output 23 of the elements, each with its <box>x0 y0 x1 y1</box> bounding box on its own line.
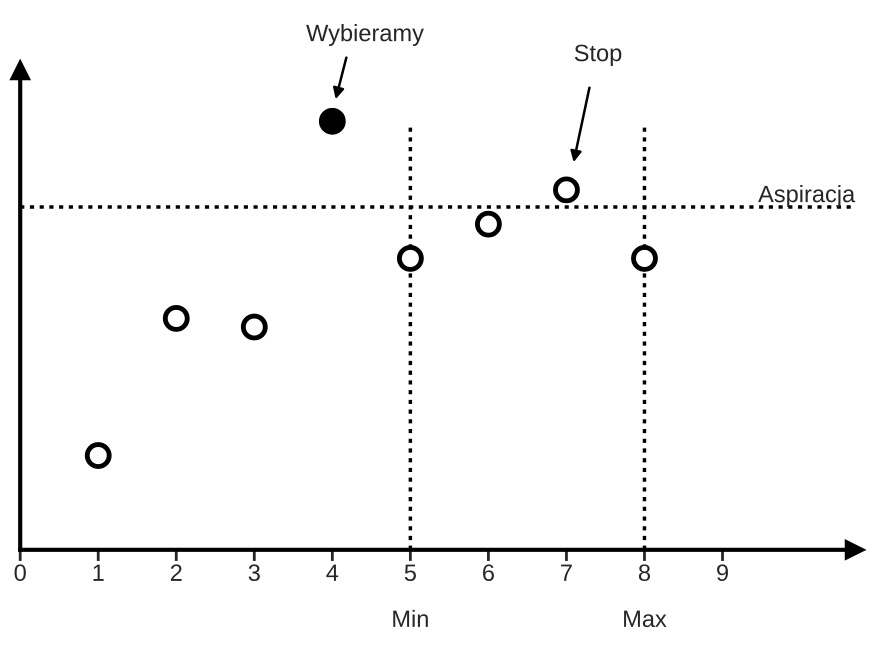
x-tick-label: 7 <box>561 564 572 581</box>
x-tick-label: 4 <box>326 564 338 581</box>
x-tick-label: 5 <box>404 564 416 582</box>
point <box>240 314 268 340</box>
ref-line-label: Aspiracja <box>758 184 856 207</box>
text: Stop <box>574 44 622 66</box>
x-tick-label: 8 <box>638 564 650 582</box>
ref-line-label: Min <box>393 610 428 627</box>
point <box>553 176 580 204</box>
x-tick-label: 0 <box>14 564 26 582</box>
x-tick-label: 6 <box>483 564 494 582</box>
x-tick-label: 1 <box>93 564 104 581</box>
point <box>396 245 424 272</box>
text: Wybieramy <box>306 24 424 46</box>
point <box>318 108 346 135</box>
ref-line-label: Max <box>624 610 667 628</box>
x-tick-label: 9 <box>717 564 728 582</box>
x-tick-label: 3 <box>248 564 260 582</box>
point <box>162 305 190 332</box>
x-tick-label: 2 <box>170 564 182 581</box>
point <box>631 245 658 272</box>
point <box>84 442 112 469</box>
point <box>474 210 502 238</box>
